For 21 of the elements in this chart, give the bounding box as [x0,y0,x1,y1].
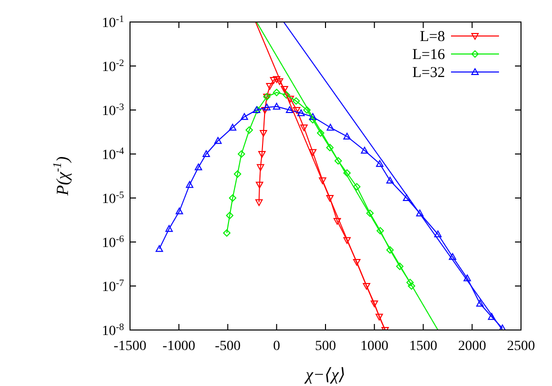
legend-label: L=8 [420,29,445,45]
x-tick-label: -1000 [162,339,196,354]
x-tick-label: 1500 [409,339,438,354]
x-tick-label: 1000 [360,339,388,354]
y-tick-label: 10$^{-8}$ [102,322,124,339]
y-tick-label: 10$^{-5}$ [102,190,124,207]
y-tick-label: 10$^{-2}$ [102,58,124,75]
x-tick-label: 2000 [458,339,486,354]
y-tick-label: 10$^{-3}$ [102,102,124,119]
legend-label: L=32 [412,65,445,81]
x-tick-label: 0 [273,339,280,354]
y-tick-label: 10$^{-4}$ [102,146,124,163]
x-tick-label: -1500 [114,339,146,354]
x-tick-label: 500 [315,339,336,354]
x-tick-label: 2500 [507,339,535,354]
x-axis-title: χ−⟨χ⟩ [304,365,346,384]
y-tick-label: 10$^{-7}$ [102,278,124,295]
y-tick-label: 10$^{-1}$ [102,14,124,31]
y-tick-label: 10$^{-6}$ [102,234,124,251]
legend-label: L=16 [412,47,446,63]
x-tick-label: -500 [214,339,241,354]
